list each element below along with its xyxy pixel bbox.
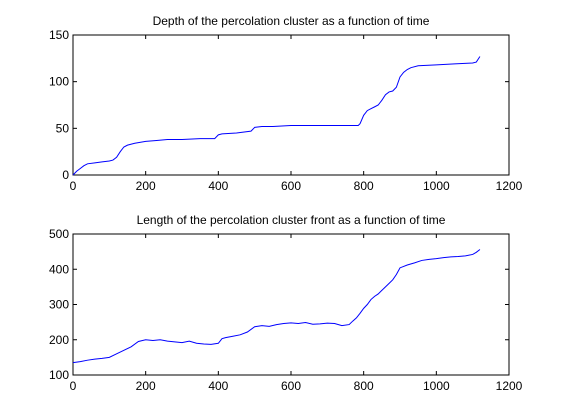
x-tick-label: 800 (354, 379, 374, 393)
axes-box (72, 34, 510, 176)
x-tick-label: 200 (136, 179, 156, 193)
x-tick-label: 600 (281, 179, 301, 193)
x-tick-label: 1000 (423, 179, 450, 193)
chart-title: Length of the percolation cluster front … (137, 213, 446, 227)
x-tick-label: 1200 (496, 379, 523, 393)
y-tick-label: 400 (49, 262, 69, 276)
x-tick-label: 0 (70, 379, 77, 393)
x-tick-label: 0 (70, 179, 77, 193)
front-length-chart: Length of the percolation cluster front … (49, 213, 523, 393)
x-tick-label: 600 (281, 379, 301, 393)
series-line (72, 249, 481, 364)
y-tick-label: 500 (49, 227, 69, 241)
x-tick-label: 400 (208, 379, 228, 393)
y-tick-label: 50 (56, 121, 70, 135)
y-tick-label: 100 (49, 75, 69, 89)
chart-title: Depth of the percolation cluster as a fu… (153, 14, 430, 28)
y-tick-label: 300 (49, 298, 69, 312)
y-tick-label: 100 (49, 368, 69, 382)
x-tick-label: 200 (136, 379, 156, 393)
x-tick-label: 800 (354, 179, 374, 193)
y-tick-label: 200 (49, 333, 69, 347)
x-tick-label: 400 (208, 179, 228, 193)
axes-box (72, 233, 510, 376)
depth-chart: Depth of the percolation cluster as a fu… (49, 14, 523, 193)
y-tick-label: 150 (49, 28, 69, 42)
x-tick-label: 1000 (423, 379, 450, 393)
y-tick-label: 0 (62, 168, 69, 182)
x-tick-label: 1200 (496, 179, 523, 193)
series-line (72, 56, 481, 176)
